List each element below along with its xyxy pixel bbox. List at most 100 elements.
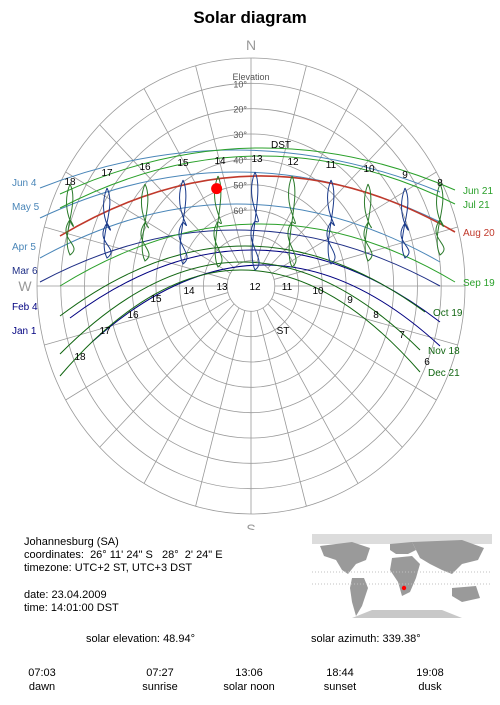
st-hour-label: 16 [127, 310, 139, 321]
dawn-value: 07:03 [28, 667, 56, 679]
location-name: Johannesburg (SA) [24, 536, 119, 548]
solar-noon-label: solar noon [223, 681, 275, 693]
elevation-ring-label: 50° [233, 181, 247, 191]
sun-marker [211, 183, 223, 195]
date-value: 23.04.2009 [51, 589, 107, 601]
solar-azimuth: solar azimuth: 339.38° [311, 633, 421, 646]
st-hour-label: 7 [399, 330, 405, 341]
world-map [312, 530, 492, 622]
hour-analemma [363, 183, 373, 262]
location-marker [401, 585, 407, 591]
date-curve [59, 223, 456, 287]
azimuth-line [195, 310, 246, 507]
st-hour-label: 13 [216, 282, 228, 293]
sunrise-value: 07:27 [146, 667, 174, 679]
date-label-left: Apr 5 [12, 242, 36, 253]
elevation-axis-label: Elevation [232, 72, 269, 82]
elevation-ring-label: 20° [233, 105, 247, 115]
azimuth-line [195, 65, 246, 262]
azimuth-line [143, 307, 240, 484]
hour-analemma [178, 179, 188, 265]
longitude-value: 28° 2' 24" E [162, 549, 223, 561]
hour-analemma [213, 175, 223, 268]
date-label-left: Feb 4 [12, 302, 38, 313]
dst-hour-label: 9 [402, 170, 408, 181]
azimuth-line [273, 292, 458, 346]
dst-mode-label: DST [271, 140, 291, 151]
date-label-left: Jun 4 [12, 178, 37, 189]
azimuth-line [65, 298, 231, 401]
date-label-left: Mar 6 [12, 266, 38, 277]
st-hour-label: 14 [183, 286, 195, 297]
dst-hour-label: 8 [437, 178, 443, 189]
dst-hour-label: 14 [214, 156, 226, 167]
dusk-time: 19:08 dusk [385, 666, 475, 694]
hour-analemmas [65, 171, 445, 271]
sunset-time: 18:44 sunset [295, 666, 385, 694]
date-curve [59, 269, 421, 377]
datetime-block: date: 23.04.2009 time: 14:01:00 DST [24, 589, 119, 615]
azimuth-line [44, 292, 229, 346]
compass-south: S [246, 521, 255, 530]
hour-analemma [287, 175, 297, 268]
azimuth-line [256, 310, 307, 507]
dst-hour-label: 10 [363, 164, 375, 175]
date-label-left: Jan 1 [12, 326, 37, 337]
date-curve [59, 245, 426, 317]
azimuth-line [65, 171, 231, 274]
azimuth-line [256, 65, 307, 262]
sunrise-time: 07:27 sunrise [115, 666, 205, 694]
dusk-value: 19:08 [416, 667, 444, 679]
date-label-right: Jun 21 [463, 186, 493, 197]
st-hour-label: 9 [347, 295, 353, 306]
date-curve [91, 264, 441, 347]
dst-hour-label: 12 [287, 157, 299, 168]
date-label-right: Sep 19 [463, 278, 495, 289]
azimuth-line [44, 226, 229, 280]
solar-elevation-label: solar elevation: [86, 633, 160, 645]
dst-hour-label: 17 [101, 168, 113, 179]
time-label: time: [24, 602, 48, 614]
hour-analemma [435, 183, 445, 256]
azimuth-line [262, 88, 359, 265]
st-hour-label: 6 [424, 357, 430, 368]
dst-hour-label: 15 [177, 158, 189, 169]
azimuth-line [271, 298, 437, 401]
hour-analemma [326, 179, 336, 265]
solar-noon-time: 13:06 solar noon [204, 666, 294, 694]
azimuth-line [99, 303, 235, 448]
date-label-right: Jul 21 [463, 200, 490, 211]
date-curve [39, 229, 441, 287]
date-label-left: May 5 [12, 202, 40, 213]
st-hour-label: 8 [373, 310, 379, 321]
st-hour-label: 11 [282, 282, 293, 293]
azimuth-line [143, 88, 240, 265]
date-label-right: Aug 20 [463, 228, 495, 239]
latitude-value: 26° 11' 24" S [90, 549, 153, 561]
polar-grid [36, 57, 466, 515]
date-curve [39, 149, 441, 193]
dst-hour-label: 16 [139, 162, 151, 173]
diagram-title: Solar diagram [193, 8, 307, 27]
dawn-time: 07:03 dawn [0, 666, 87, 694]
st-hour-label: 12 [249, 282, 261, 293]
solar-azimuth-label: solar azimuth: [311, 633, 380, 645]
dst-hour-label: 11 [326, 160, 337, 171]
elevation-ring-label: 60° [233, 206, 247, 216]
date-label-right: Oct 19 [433, 308, 463, 319]
st-hour-label: 18 [74, 352, 86, 363]
coordinates-label: coordinates: [24, 549, 84, 561]
solar-noon-value: 13:06 [235, 667, 263, 679]
azimuth-line [271, 171, 437, 274]
st-hour-label: 15 [150, 294, 162, 305]
compass-west: W [18, 278, 32, 294]
azimuth-line [99, 124, 235, 269]
st-hour-label: 10 [312, 286, 324, 297]
date-curve [59, 261, 421, 355]
timezone-value: UTC+2 ST, UTC+3 DST [74, 562, 193, 574]
date-curve [59, 155, 456, 209]
dst-hour-label: 18 [64, 177, 76, 188]
hour-analemma [400, 187, 410, 259]
hour-analemma [140, 183, 150, 262]
